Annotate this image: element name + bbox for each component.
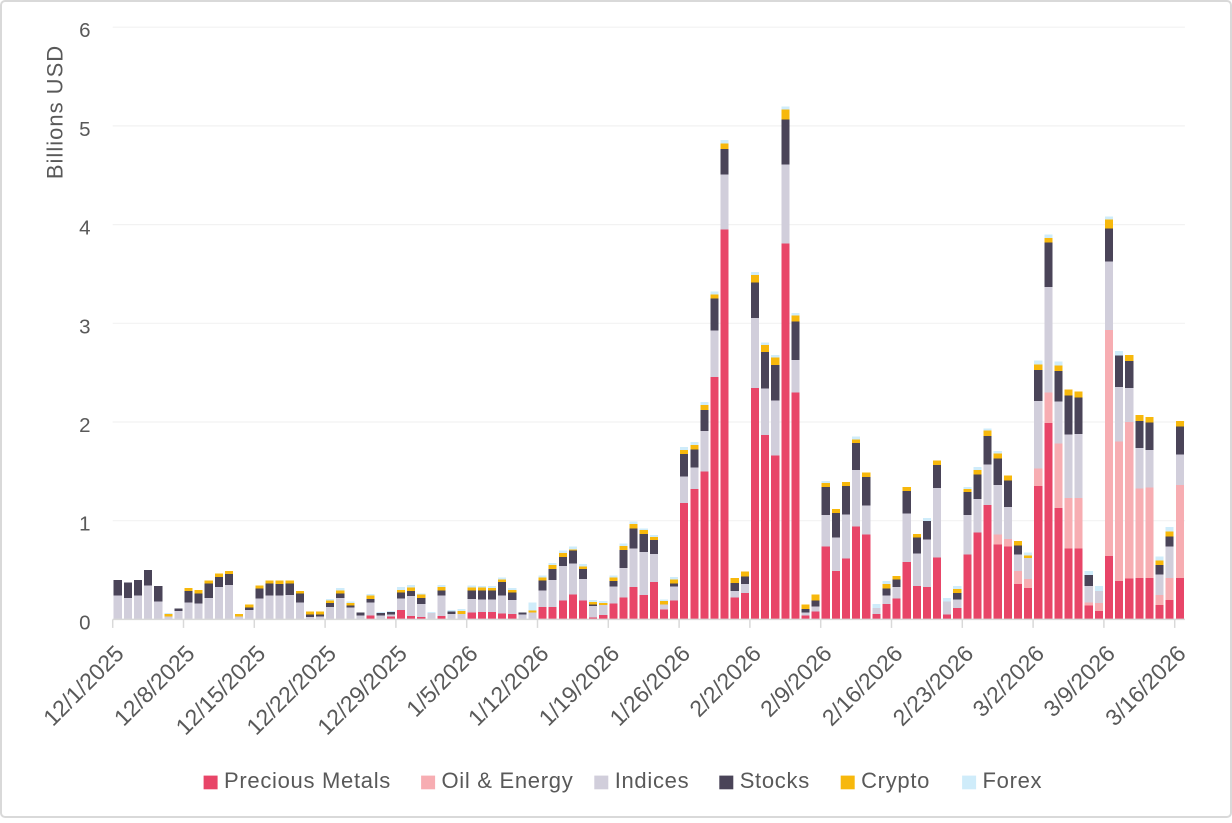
svg-text:Precious Metals: Precious Metals — [224, 768, 391, 793]
svg-text:Indices: Indices — [615, 768, 690, 793]
svg-text:1: 1 — [79, 513, 90, 536]
svg-text:6: 6 — [79, 19, 90, 42]
svg-text:0: 0 — [79, 611, 90, 634]
svg-text:Stocks: Stocks — [740, 768, 810, 793]
svg-text:4: 4 — [79, 217, 90, 240]
svg-text:3: 3 — [79, 315, 90, 338]
svg-text:2: 2 — [79, 414, 90, 437]
svg-text:Oil & Energy: Oil & Energy — [442, 768, 574, 793]
svg-text:5: 5 — [79, 118, 90, 141]
svg-text:Billions USD: Billions USD — [43, 45, 68, 179]
svg-text:Forex: Forex — [983, 768, 1043, 793]
svg-text:Crypto: Crypto — [861, 768, 930, 793]
